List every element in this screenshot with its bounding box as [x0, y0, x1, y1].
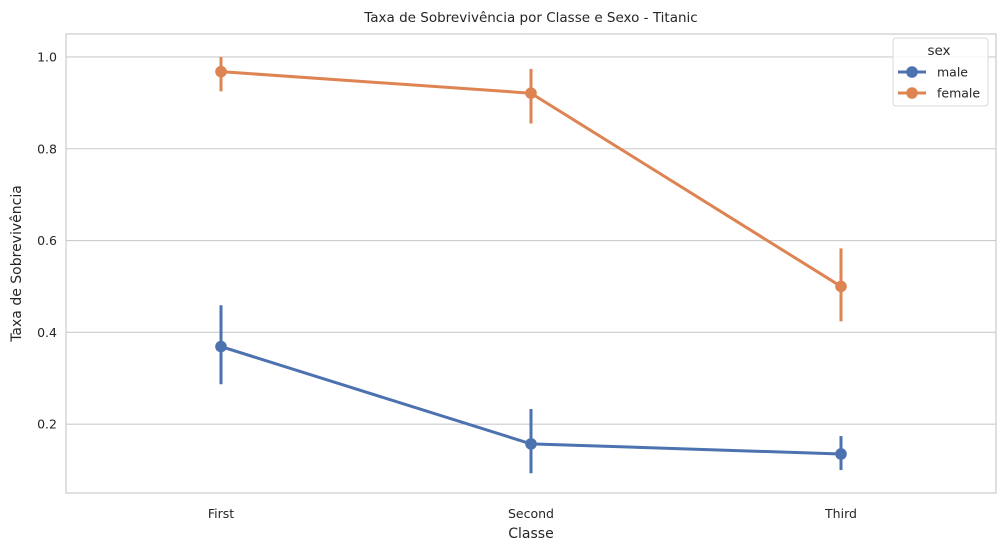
data-point [835, 448, 847, 460]
legend-box [892, 37, 989, 107]
y-tick-label: 1.0 [37, 49, 57, 64]
x-tick-label: First [208, 506, 234, 521]
x-tick-label: Second [508, 506, 554, 521]
series-layer [215, 56, 847, 474]
data-point [525, 87, 537, 100]
legend-label: female [937, 86, 980, 101]
x-axis-label: Classe [508, 526, 553, 542]
legend: sex male female [892, 37, 989, 107]
plot-area-frame [65, 33, 997, 494]
legend-swatch-marker [906, 66, 918, 78]
y-tick-label: 0.2 [37, 417, 57, 432]
chart-title: Taxa de Sobrevivência por Classe e Sexo … [363, 10, 697, 26]
tick-labels: 0.2 0.4 0.6 0.8 1.0 First Second Third [37, 49, 857, 521]
legend-entries: male female [898, 65, 980, 101]
legend-swatch-marker [906, 87, 918, 99]
y-tick-label: 0.8 [37, 141, 57, 156]
x-tick-label: Third [824, 506, 857, 521]
series-male [215, 305, 847, 474]
legend-entry-female: female [898, 86, 980, 101]
data-point [215, 65, 227, 78]
y-tick-label: 0.6 [37, 233, 57, 248]
data-point [835, 280, 847, 293]
legend-title: sex [927, 43, 950, 59]
legend-entry-male: male [898, 65, 968, 80]
data-point [215, 340, 227, 353]
y-tick-label: 0.4 [37, 325, 57, 340]
legend-label: male [937, 65, 968, 80]
series-female [215, 56, 847, 322]
y-axis-label: Taxa de Sobrevivência [9, 185, 25, 343]
data-point [525, 438, 537, 450]
